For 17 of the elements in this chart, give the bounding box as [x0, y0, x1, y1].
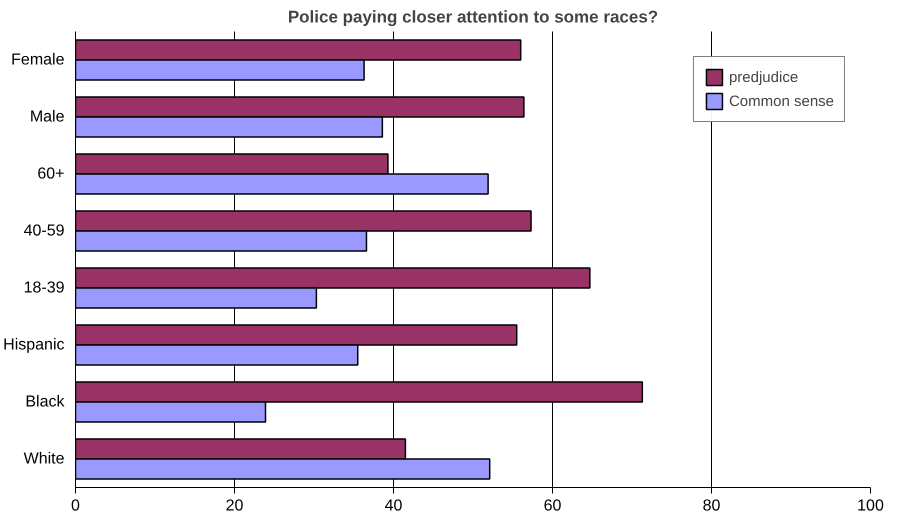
x-tick-label: 20 [226, 498, 244, 514]
legend-label: Common sense [728, 92, 834, 110]
y-tick-label: Female [11, 52, 65, 68]
y-tick-label: Male [30, 108, 65, 126]
y-tick-label: 60+ [37, 166, 64, 182]
chart-title: Police paying closer attention to some races? [288, 8, 658, 26]
y-tick-label: White [24, 450, 65, 468]
y-tick-label: 18-39 [24, 280, 65, 296]
x-tick-label: 40 [384, 498, 402, 514]
x-tick-label: 0 [71, 498, 80, 514]
y-tick-label: 40-59 [24, 222, 65, 240]
x-tick-label: 80 [702, 498, 720, 514]
legend-label: predjudice [728, 68, 798, 86]
y-tick-label: Black [25, 394, 66, 410]
y-tick-label: Hispanic [3, 336, 64, 354]
x-tick-label: 60 [544, 498, 562, 514]
x-tick-label: 100 [857, 498, 884, 514]
